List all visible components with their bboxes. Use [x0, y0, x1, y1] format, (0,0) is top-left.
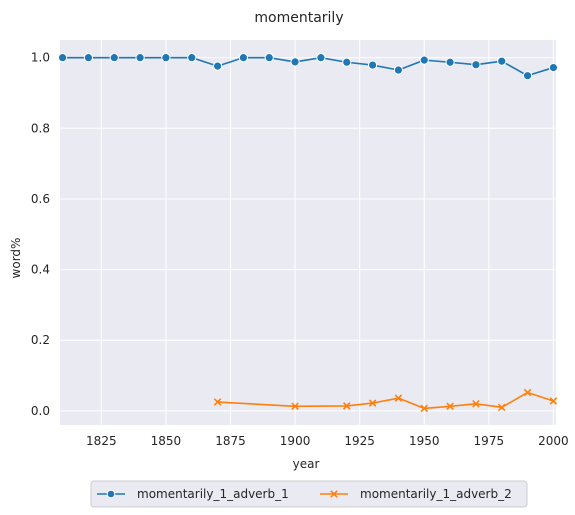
- series-1-point-1890: [264, 53, 274, 63]
- series-2-point-1960: [446, 402, 454, 411]
- legend-marker-series-1: [106, 489, 116, 499]
- series-2-point-1950: [420, 404, 429, 413]
- y-tick-label-1: 0.2: [31, 333, 50, 347]
- series-1-point-1930: [367, 60, 378, 70]
- series-1-point-2000: [548, 62, 559, 73]
- series-1-point-1970: [471, 60, 481, 70]
- plot-area: [60, 40, 556, 425]
- series-1-point-1910: [316, 53, 326, 63]
- series-2-point-1920: [342, 402, 351, 410]
- x-tick-label-1850: 1850: [151, 434, 182, 448]
- series-1-point-1940: [393, 65, 404, 75]
- series-1-point-1850: [161, 53, 171, 63]
- y-tick-label-2: 0.4: [31, 263, 50, 277]
- series-2-point-2000: [549, 397, 558, 405]
- y-tick-label-3: 0.6: [31, 192, 50, 206]
- series-2-point-1930: [368, 399, 377, 407]
- series-1-point-1980: [497, 56, 507, 66]
- series-1-point-1820: [83, 53, 94, 63]
- x-axis-label: year: [293, 457, 320, 471]
- x-tick-label-1925: 1925: [344, 434, 375, 448]
- series-1-point-1870: [212, 61, 223, 71]
- x-tick-label-1825: 1825: [86, 434, 117, 448]
- legend-label-series-2: momentarily_1_adverb_2: [360, 487, 512, 501]
- x-tick-label-1975: 1975: [474, 434, 505, 448]
- series-layer: [57, 53, 559, 413]
- series-1-point-1900: [290, 57, 300, 67]
- legend: momentarily_1_adverb_1 momentarily_1_adv…: [90, 480, 528, 508]
- series-2-point-1970: [472, 400, 480, 408]
- series-1-point-1830: [109, 53, 119, 63]
- series-2-point-1940: [394, 394, 403, 402]
- grid-lines: [60, 40, 556, 425]
- y-tick-label-5: 1.0: [31, 51, 50, 65]
- series-2-point-1870: [213, 398, 222, 406]
- legend-marker-series-2: [330, 490, 338, 498]
- series-1-point-1810: [57, 53, 68, 63]
- series-1-point-1960: [445, 57, 455, 67]
- tick-labels: 1825 1850 1875 1900 1925 1950 1975 2000 0.0 0.2 0.…: [31, 51, 569, 448]
- series-1-point-1840: [135, 53, 145, 63]
- x-tick-label-1875: 1875: [215, 434, 246, 448]
- x-tick-label-2000: 2000: [538, 434, 569, 448]
- series-1-point-1990: [522, 71, 533, 81]
- legend-box: [90, 480, 528, 508]
- x-tick-label-1950: 1950: [409, 434, 440, 448]
- x-tick-label-1900: 1900: [280, 434, 311, 448]
- series-2-point-1900: [291, 402, 299, 411]
- series-1-point-1950: [419, 55, 429, 65]
- series-1-point-1920: [342, 57, 352, 67]
- legend-label-series-1: momentarily_1_adverb_1: [137, 487, 289, 501]
- series-1-point-1880: [238, 53, 249, 63]
- y-axis-label: word%: [9, 238, 23, 279]
- chart-title: momentarily: [254, 10, 343, 26]
- y-tick-label-0: 0.0: [31, 404, 50, 418]
- series-2-point-1980: [497, 403, 506, 412]
- series-1-point-1860: [187, 53, 197, 63]
- series-2-point-1990: [523, 388, 532, 397]
- y-tick-label-4: 0.8: [31, 121, 50, 135]
